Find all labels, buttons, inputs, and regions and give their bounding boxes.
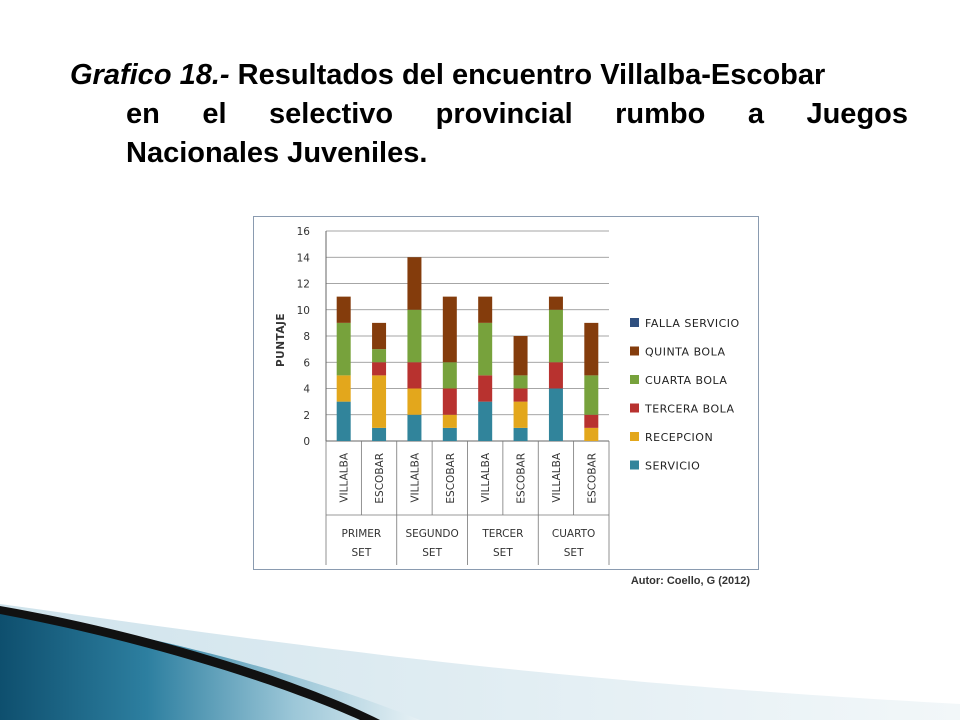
y-tick-label: 0 — [303, 436, 310, 448]
x-group-label-line1: TERCER — [481, 528, 523, 540]
legend-label: TERCERA BOLA — [644, 403, 735, 416]
x-category-label: VILLALBA — [339, 452, 351, 502]
y-tick-label: 8 — [303, 331, 310, 343]
bar-segment — [442, 414, 457, 428]
y-tick-label: 2 — [303, 410, 310, 422]
bar-segment — [372, 322, 387, 350]
bar-segment — [584, 375, 599, 415]
bar-segment — [336, 322, 351, 376]
bar-segment — [407, 257, 422, 310]
bar-segment — [513, 375, 528, 389]
slide-title: Grafico 18.- Resultados del encuentro Vi… — [70, 56, 908, 173]
x-group-label-line2: SET — [564, 547, 584, 559]
bar-segment — [442, 427, 457, 441]
bar-segment — [548, 309, 563, 363]
x-category-label: VILLALBA — [409, 452, 421, 502]
bar-segment — [336, 296, 351, 323]
stacked-bar-chart: 0 2 4 6 8 10 12 14 16 PUNTAJE VILLALBA ESCOBAR VILLA… — [275, 226, 740, 565]
legend-swatch — [630, 460, 639, 470]
decorative-swoosh — [0, 604, 960, 720]
bar-segment — [584, 414, 599, 428]
legend-label: QUINTA BOLA — [645, 346, 726, 359]
x-category-label: ESCOBAR — [445, 453, 457, 504]
y-tick-label: 10 — [297, 305, 310, 317]
bar-segment — [478, 375, 493, 402]
x-group-label-line2: SET — [493, 547, 513, 559]
bar-segment — [548, 388, 563, 441]
x-category-label: VILLALBA — [480, 452, 492, 502]
bar-segment — [478, 322, 493, 376]
x-group-label-line2: SET — [422, 547, 442, 559]
bar-segment — [336, 401, 351, 441]
author-credit: Autor: Coello, G (2012) — [630, 575, 750, 587]
x-group-label-line1: SEGUNDO — [405, 528, 458, 540]
bar-segment — [478, 296, 493, 323]
title-prefix: Grafico 18.- — [70, 59, 230, 91]
y-tick-label: 6 — [303, 357, 310, 369]
bar-segment — [478, 401, 493, 441]
x-group-label-line1: CUARTO — [552, 528, 595, 540]
bar-segment — [372, 375, 387, 428]
x-category-label: ESCOBAR — [374, 453, 386, 504]
x-category-label: ESCOBAR — [516, 453, 528, 504]
legend-label: CUARTA BOLA — [645, 374, 727, 387]
bar-segment — [513, 336, 528, 376]
bar-segment — [372, 362, 387, 376]
swoosh-dark-stripe — [0, 606, 380, 720]
x-group-label-line2: SET — [352, 547, 372, 559]
bar-segment — [513, 388, 528, 402]
legend-label: FALLA SERVICIO — [645, 317, 740, 330]
x-group-label-line1: PRIMER — [342, 528, 382, 540]
bar-segment — [372, 427, 387, 441]
bar-segment — [442, 388, 457, 415]
title-line-1: Grafico 18.- Resultados del encuentro Vi… — [70, 56, 908, 95]
legend-swatch — [630, 432, 639, 441]
bar-segment — [442, 296, 457, 363]
bar-segment — [513, 427, 528, 441]
bar-segment — [548, 362, 563, 389]
y-tick-label: 12 — [297, 279, 310, 291]
legend-label: RECEPCION — [645, 431, 713, 444]
bar-segment — [336, 375, 351, 402]
bar-segment — [407, 388, 422, 415]
y-tick-label: 14 — [297, 252, 311, 264]
title-line-3: Nacionales Juveniles. — [126, 137, 428, 169]
x-category-label: VILLALBA — [551, 452, 563, 502]
title-line-1-text: Resultados del encuentro Villalba-Escoba… — [229, 59, 826, 91]
bar-segment — [584, 427, 599, 441]
bar-segment — [407, 414, 422, 441]
bar-segment — [548, 296, 563, 310]
x-category-label: ESCOBAR — [586, 453, 598, 504]
bar-segment — [407, 309, 422, 363]
bar-segment — [584, 322, 599, 376]
y-axis-label: PUNTAJE — [275, 313, 287, 367]
legend-swatch — [630, 375, 639, 384]
bar-segment — [513, 401, 528, 428]
legend-swatch — [630, 346, 639, 356]
y-tick-label: 4 — [303, 384, 310, 396]
bar-segment — [442, 362, 457, 389]
title-line-2: en el selectivo provincial rumbo a Juego… — [126, 98, 908, 130]
y-tick-label: 16 — [297, 226, 311, 238]
legend-label: SERVICIO — [645, 460, 700, 473]
bar-segment — [372, 349, 387, 363]
bar-segment — [407, 362, 422, 389]
legend-swatch — [630, 318, 639, 327]
chart-frame: 0 2 4 6 8 10 12 14 16 PUNTAJE VILLALBA ESCOBAR VILLA… — [253, 216, 759, 570]
legend-swatch — [630, 403, 639, 413]
